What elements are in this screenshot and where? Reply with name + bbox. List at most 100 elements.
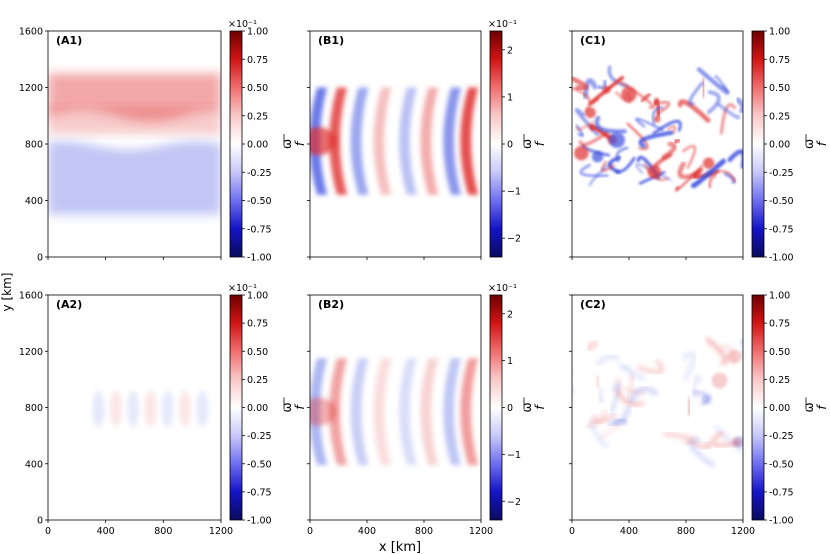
field-filament [677, 161, 702, 180]
colorbar-label-numerator: ω [520, 402, 534, 412]
colorbar: -1.00 -0.75 -0.50 -0.25 0.00 0.25 0.50 0.75 1.00… [228, 19, 307, 264]
y-tick-label: 800 [25, 403, 43, 414]
field-filament [635, 163, 672, 181]
panel-label: (A1) [56, 34, 82, 47]
field-filament [719, 103, 736, 135]
colorbar-label-denominator: f [815, 140, 829, 146]
x-tick-label: 400 [620, 526, 638, 537]
colorbar-scale-label: ×10⁻¹ [228, 283, 257, 294]
figure-ylabel: y [km] [0, 273, 14, 312]
field-eddy [647, 164, 662, 179]
field-filament [656, 101, 671, 115]
field-filament [692, 440, 711, 450]
colorbar-label-numerator: ω [802, 402, 816, 412]
field-filament [735, 97, 743, 114]
field-filament [652, 119, 682, 135]
field-weak-perturbation [178, 390, 191, 427]
colorbar: -1.00 -0.75 -0.50 -0.25 0.00 0.25 0.50 0.75 1.00… [751, 291, 829, 527]
field-filament [673, 137, 682, 145]
colorbar-gradient [489, 30, 503, 258]
field-filament [688, 81, 704, 106]
field-negative-band [48, 141, 221, 215]
colorbar-tick-label: 0.75 [769, 319, 790, 330]
y-tick-label: 1600 [19, 291, 43, 302]
y-tick-label: 1200 [19, 83, 43, 94]
colorbar-tick-label: -1.00 [247, 516, 272, 527]
y-tick-label: 1600 [19, 27, 43, 38]
colorbar-tick-label: 0.25 [769, 111, 790, 122]
field-vortex-chevron [460, 87, 479, 195]
field-eddy [574, 145, 589, 161]
field-filament [594, 115, 627, 134]
field-vortex-chevron [460, 358, 479, 466]
field-filament [615, 146, 629, 163]
colorbar-tick-label: -1.00 [769, 253, 794, 264]
field-positive-core [48, 107, 221, 135]
colorbar-label-denominator: f [293, 140, 307, 146]
field-vortex-chevron [350, 358, 369, 466]
colorbar-tick-label: -0.25 [769, 168, 794, 179]
panel-a1: (A1) 0 400 800 1200 1600 -1.00 -0.75 -0.50 -0.25 0… [19, 19, 307, 264]
field-eddy [591, 151, 604, 163]
field-filament [607, 417, 628, 428]
vorticity-field [92, 390, 209, 427]
field-weak-perturbation [161, 390, 174, 427]
y-tick-label: 400 [25, 196, 43, 207]
colorbar-scale-label: ×10⁻¹ [488, 19, 517, 30]
panel-a2: (A2) 0 400 800 1200 1600 0 400 800 1200 -1.00 -0.75… [19, 283, 307, 537]
colorbar-tick-label: -0.50 [769, 196, 794, 207]
colorbar: −2 −1 0 1 2 ×10⁻¹ ω f [488, 283, 547, 521]
colorbar-tick-label: 0.50 [247, 83, 268, 94]
x-tick-label: 800 [677, 526, 695, 537]
field-vortex-chevron [329, 87, 348, 195]
plot-area [572, 31, 743, 257]
colorbar-tick-label: 0.50 [769, 347, 790, 358]
field-filament [705, 337, 729, 365]
field-filament [582, 78, 598, 100]
colorbar-tick-label: -1.00 [247, 253, 272, 264]
colorbar-tick-label: 1.00 [769, 291, 790, 302]
vorticity-field [572, 337, 743, 468]
field-filament [675, 165, 704, 192]
field-filament [652, 106, 663, 126]
field-filament [572, 76, 589, 91]
field-eddy [702, 157, 715, 169]
colorbar-tick-label: -0.25 [769, 431, 794, 442]
x-tick-label: 0 [45, 526, 51, 537]
field-filament [702, 77, 705, 99]
field-eddy [584, 107, 596, 119]
y-tick-label: 400 [25, 459, 43, 470]
colorbar-tick-label: -0.75 [247, 487, 272, 498]
colorbar: −2 −1 0 1 2 ×10⁻¹ ω f [488, 19, 547, 258]
field-filament [688, 437, 715, 468]
x-tick-label: 0 [569, 526, 575, 537]
y-tick-label: 1200 [19, 347, 43, 358]
field-filament [691, 158, 727, 189]
field-filament [615, 388, 645, 407]
field-vortex-chevron [443, 87, 462, 195]
vorticity-field [310, 358, 479, 466]
vorticity-field [572, 65, 743, 192]
field-vortex-chevron [420, 87, 439, 195]
field-vortex-chevron [399, 358, 417, 466]
field-vortex-core [310, 397, 337, 426]
panel-label: (B1) [318, 34, 344, 47]
field-filament [677, 99, 711, 123]
field-vortex-chevron [420, 358, 439, 466]
panel-b1: (B1) −2 −1 0 1 2 ×10⁻¹ ω f [307, 19, 547, 260]
colorbar-tick-label: -0.75 [247, 224, 272, 235]
panel-c2: (C2) 0 400 800 1200 -1.00 -0.75 -0.50 -0.25 0.00 0… [569, 291, 829, 538]
y-tick-label: 800 [25, 140, 43, 151]
colorbar-label-denominator: f [293, 404, 307, 410]
panel-b2: (B2) 0 400 800 1200 −2 −1 0 1 2 ×10⁻¹ ω f [307, 283, 547, 537]
field-filament [635, 117, 664, 131]
x-tick-label: 1200 [209, 526, 233, 537]
field-filament [598, 388, 605, 402]
colorbar-gradient [751, 294, 765, 521]
field-filament [596, 354, 620, 366]
field-eddy [621, 86, 637, 102]
